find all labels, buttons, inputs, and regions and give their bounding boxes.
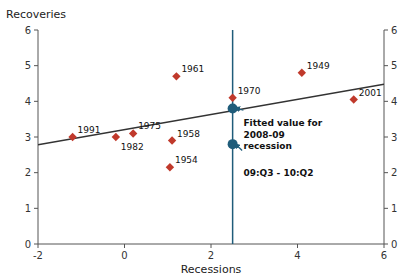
- diamond-point: [168, 136, 176, 144]
- annotation: 09:Q3 - 10:Q2: [243, 168, 313, 178]
- point-label: 1961: [181, 64, 204, 74]
- plot-area: [38, 30, 384, 244]
- y-tick-label: 0: [25, 239, 31, 250]
- y-axis-title: Recoveries: [6, 8, 66, 21]
- y-tick: [34, 30, 38, 31]
- y2-tick: [384, 65, 388, 66]
- x-tick-label: 2: [208, 250, 214, 261]
- y2-tick: [384, 244, 388, 245]
- y-tick-label: 4: [25, 96, 31, 107]
- x-tick-label: 4: [294, 250, 300, 261]
- diamond-point: [172, 72, 180, 80]
- y-tick: [34, 208, 38, 209]
- x-tick: [38, 244, 39, 248]
- point-label: 1991: [78, 125, 101, 135]
- y2-tick: [384, 172, 388, 173]
- y2-tick-label: 0: [391, 239, 397, 250]
- point-label: 1975: [138, 121, 161, 131]
- y-tick: [34, 101, 38, 102]
- y2-tick-label: 5: [391, 60, 397, 71]
- point-label: 1982: [121, 142, 144, 152]
- diamond-point: [129, 129, 137, 137]
- y-tick: [34, 172, 38, 173]
- y-tick: [34, 137, 38, 138]
- y-tick-label: 1: [25, 203, 31, 214]
- y2-tick-label: 6: [391, 25, 397, 36]
- y2-tick-label: 3: [391, 132, 397, 143]
- y-tick-label: 5: [25, 60, 31, 71]
- y2-tick-label: 2: [391, 167, 397, 178]
- diamond-point: [228, 94, 236, 102]
- x-tick: [211, 244, 212, 248]
- annotation-arrow: [235, 143, 242, 150]
- labels: Fitted value for2008-09recession 09:Q3 - …: [78, 61, 382, 179]
- point-label: 1970: [238, 86, 261, 96]
- y2-tick: [384, 208, 388, 209]
- x-tick: [384, 244, 385, 248]
- y2-tick: [384, 101, 388, 102]
- vertical-line: [232, 30, 234, 244]
- diamond-point: [112, 133, 120, 141]
- y2-tick: [384, 30, 388, 31]
- diamond-point: [68, 133, 76, 141]
- regression-line: [38, 84, 384, 145]
- y-tick-label: 2: [25, 167, 31, 178]
- annotation-arrow: [235, 108, 244, 110]
- y-tick: [34, 65, 38, 66]
- point-label: 1954: [175, 155, 198, 165]
- x-tick: [124, 244, 125, 248]
- diamond-point: [298, 69, 306, 77]
- y-tick: [34, 244, 38, 245]
- y-tick-label: 3: [25, 132, 31, 143]
- x-axis-title: Recessions: [181, 263, 242, 276]
- annotation: Fitted value for2008-09recession: [243, 118, 322, 151]
- x-tick-label: 0: [121, 250, 127, 261]
- y2-tick: [384, 137, 388, 138]
- y2-tick-label: 1: [391, 203, 397, 214]
- x-tick-label: -2: [33, 250, 43, 261]
- diamond-point: [350, 95, 358, 103]
- x-tick-label: 6: [381, 250, 387, 261]
- point-label: 2001: [359, 88, 382, 98]
- point-label: 1958: [177, 129, 200, 139]
- y2-tick-label: 4: [391, 96, 397, 107]
- x-tick: [297, 244, 298, 248]
- y-tick-label: 6: [25, 25, 31, 36]
- diamond-point: [166, 163, 174, 171]
- chart: -2024601234560123456RecessionsRecoveries…: [0, 0, 420, 280]
- point-label: 1949: [307, 61, 330, 71]
